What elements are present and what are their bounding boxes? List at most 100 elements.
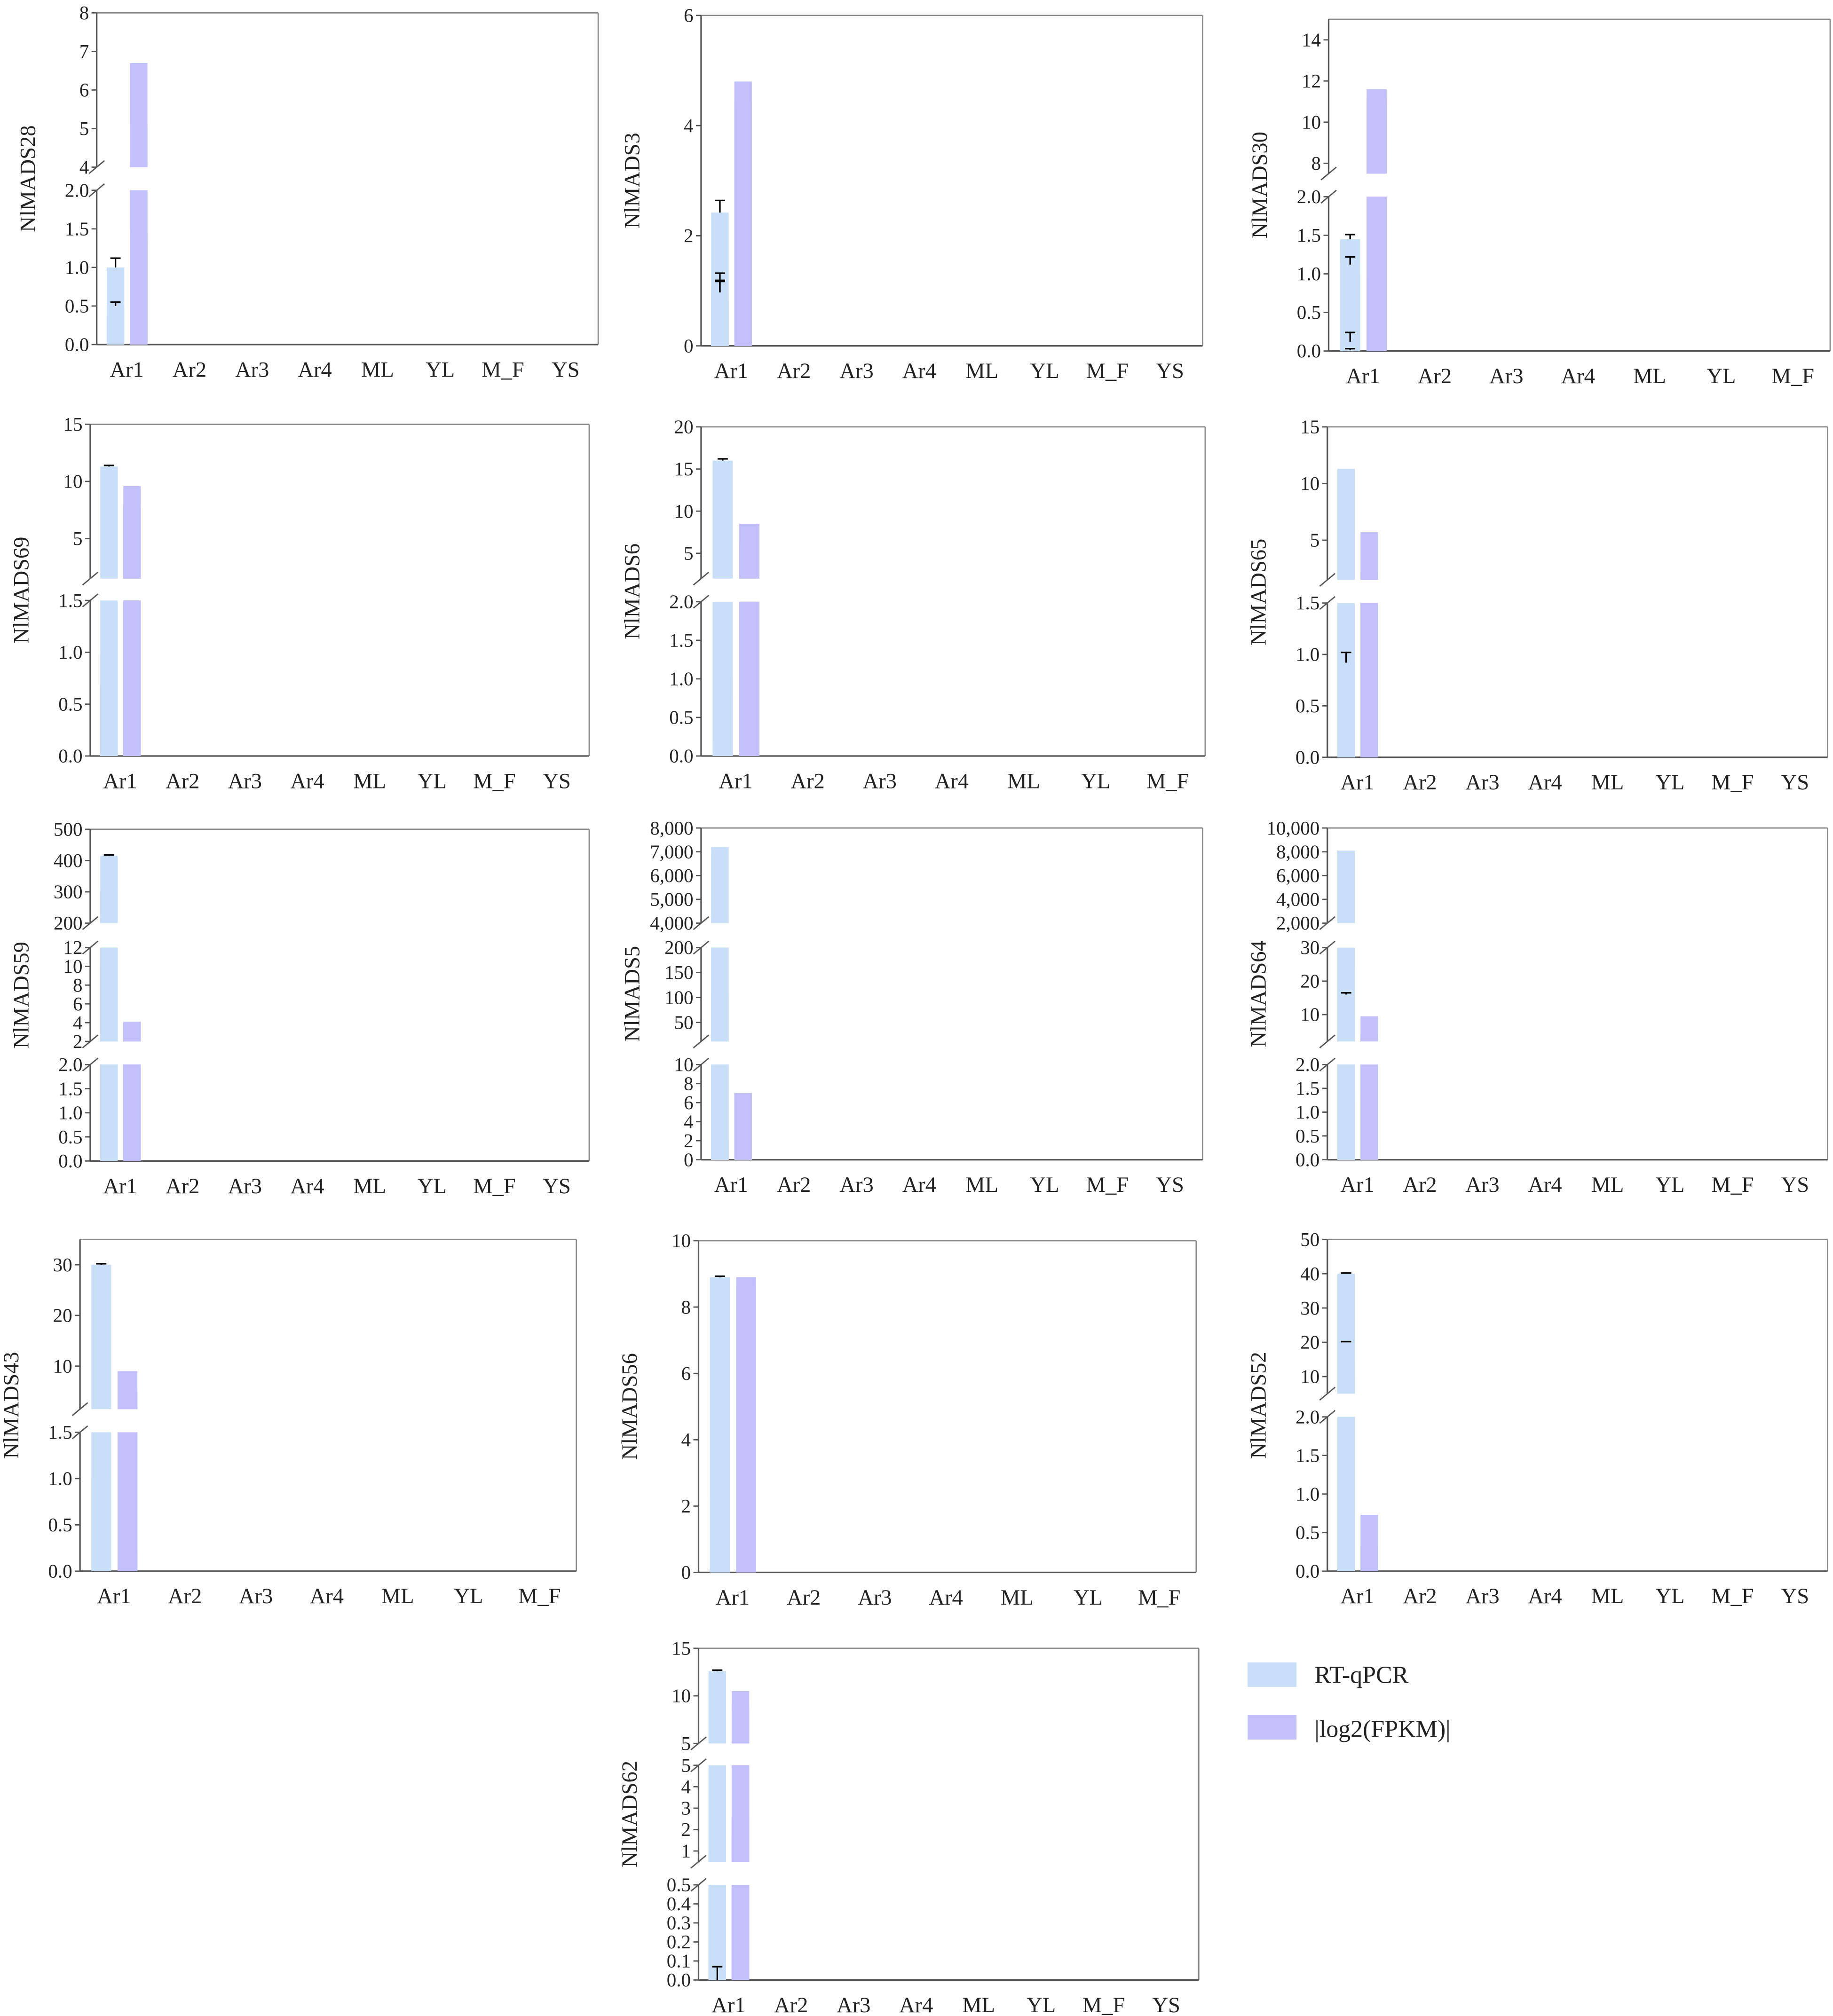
x-tick-label: YL <box>1027 1993 1056 2016</box>
x-tick-label: Ar4 <box>1528 771 1562 795</box>
y-tick-label: 20 <box>1300 970 1319 992</box>
y-tick-label: 0 <box>684 1149 694 1170</box>
axis-break-mark <box>690 1736 707 1750</box>
y-axis-label: NlMADS64 <box>1247 940 1271 1047</box>
rtqpcr-bar-m_f <box>91 1432 111 1571</box>
y-tick-label: 0.5 <box>48 1514 72 1536</box>
legend: RT-qPCR |log2(FPKM)| <box>1248 1662 1451 1743</box>
y-tick-label: 8,000 <box>650 817 693 839</box>
y-tick-label: 20 <box>1300 1331 1319 1353</box>
x-tick-label: Ar4 <box>310 1584 344 1608</box>
x-tick-label: Ar3 <box>839 1173 873 1197</box>
y-tick-label: 15 <box>63 413 83 435</box>
rtqpcr-bar-m_f <box>91 1265 111 1410</box>
fpkm-bar-m_f <box>118 1432 138 1571</box>
y-tick-label: 1.5 <box>65 218 89 239</box>
x-tick-label: Ar1 <box>719 769 752 793</box>
y-tick-label: 0.5 <box>669 707 693 728</box>
y-tick-label: 10 <box>672 1230 691 1252</box>
axis-break-mark <box>1320 189 1337 204</box>
x-tick-label: YS <box>1156 1173 1184 1197</box>
fpkm-bar-ys <box>123 1022 141 1042</box>
y-tick-label: 2 <box>681 1495 691 1517</box>
y-tick-label: 1.5 <box>669 630 693 651</box>
x-tick-label: M_F <box>1146 769 1189 793</box>
y-tick-label: 4,000 <box>1276 889 1319 910</box>
y-tick-label: 150 <box>664 961 694 983</box>
fpkm-bar-ys <box>731 1885 750 1980</box>
x-tick-label: ML <box>1591 771 1624 795</box>
x-tick-label: ML <box>965 1173 998 1197</box>
y-tick-label: 3 <box>681 1797 691 1819</box>
x-tick-label: Ar1 <box>1346 364 1380 388</box>
y-tick-label: 12 <box>1302 70 1321 92</box>
y-tick-label: 0.0 <box>1297 340 1321 362</box>
y-tick-label: 6 <box>681 1362 691 1384</box>
axis-break-mark <box>82 916 99 930</box>
x-tick-label: Ar2 <box>787 1586 821 1610</box>
x-tick-label: ML <box>962 1993 995 2016</box>
x-tick-label: YL <box>1655 1173 1684 1197</box>
x-tick-label: Ar3 <box>1465 1173 1499 1197</box>
y-tick-label: 0.5 <box>58 693 82 715</box>
fpkm-bar-ar4 <box>1367 122 1387 174</box>
y-tick-label: 0.4 <box>667 1893 691 1914</box>
x-tick-label: M_F <box>1711 1584 1754 1608</box>
y-axis-label: NlMADS59 <box>10 942 34 1048</box>
x-tick-label: YS <box>1152 1993 1180 2016</box>
x-tick-label: Ar2 <box>1418 364 1452 388</box>
rtqpcr-bar-ys <box>1337 662 1355 757</box>
y-tick-label: 40 <box>1300 1263 1319 1284</box>
x-tick-label: ML <box>1633 364 1666 388</box>
y-tick-label: 1.5 <box>58 1078 82 1099</box>
y-tick-label: 200 <box>54 912 83 934</box>
y-tick-label: 1.5 <box>1296 592 1319 614</box>
y-tick-label: 4 <box>79 156 89 178</box>
x-tick-label: Ar4 <box>1528 1173 1562 1197</box>
y-tick-label: 2.0 <box>65 179 89 201</box>
y-axis-label: NlMADS62 <box>618 1761 642 1867</box>
y-tick-label: 0.5 <box>65 295 89 317</box>
y-axis-label: NlMADS65 <box>1247 539 1271 646</box>
x-tick-label: YL <box>1655 771 1684 795</box>
rtqpcr-bar-ys <box>1337 1064 1355 1160</box>
x-tick-label: Ar3 <box>839 359 873 383</box>
x-tick-label: ML <box>1591 1173 1624 1197</box>
axis-break-mark <box>71 1425 88 1440</box>
axis-break-mark <box>1319 940 1336 955</box>
x-tick-label: Ar1 <box>103 769 137 793</box>
y-tick-label: 50 <box>1300 1228 1319 1250</box>
x-tick-label: Ar1 <box>110 358 143 382</box>
x-tick-label: Ar1 <box>1340 1584 1374 1608</box>
y-tick-label: 4 <box>73 1012 83 1033</box>
x-tick-label: Ar2 <box>790 769 824 793</box>
x-tick-label: M_F <box>1138 1586 1180 1610</box>
y-tick-label: 8 <box>684 1072 694 1094</box>
x-tick-label: M_F <box>1082 1993 1125 2016</box>
fpkm-bar-m_f <box>1360 1064 1378 1160</box>
rtqpcr-bar-ys <box>711 292 729 346</box>
y-tick-label: 400 <box>54 850 83 871</box>
fpkm-bar-ys <box>731 1834 750 1862</box>
y-tick-label: 6 <box>73 993 83 1015</box>
rtqpcr-bar-m_f <box>712 460 733 579</box>
axis-break-mark <box>82 1034 99 1048</box>
axis-break-mark <box>82 940 99 955</box>
axis-break-mark <box>1319 1410 1336 1424</box>
x-tick-label: Ar3 <box>1465 1584 1499 1608</box>
y-tick-label: 5 <box>73 528 83 549</box>
x-tick-label: M_F <box>473 1174 515 1198</box>
x-tick-label: Ar4 <box>935 769 969 793</box>
y-tick-label: 2.0 <box>1296 1054 1319 1075</box>
x-tick-label: Ar4 <box>902 359 936 383</box>
x-tick-label: YS <box>1781 1584 1809 1608</box>
y-tick-label: 5 <box>684 543 694 564</box>
x-tick-label: M_F <box>1772 364 1814 388</box>
rtqpcr-bar-ys <box>100 1064 118 1161</box>
y-axis-label: NlMADS69 <box>10 537 34 644</box>
y-tick-label: 4,000 <box>650 912 693 934</box>
y-tick-label: 1.0 <box>48 1468 72 1489</box>
y-tick-label: 2 <box>73 1031 83 1052</box>
fpkm-bar-ys <box>1360 603 1378 757</box>
